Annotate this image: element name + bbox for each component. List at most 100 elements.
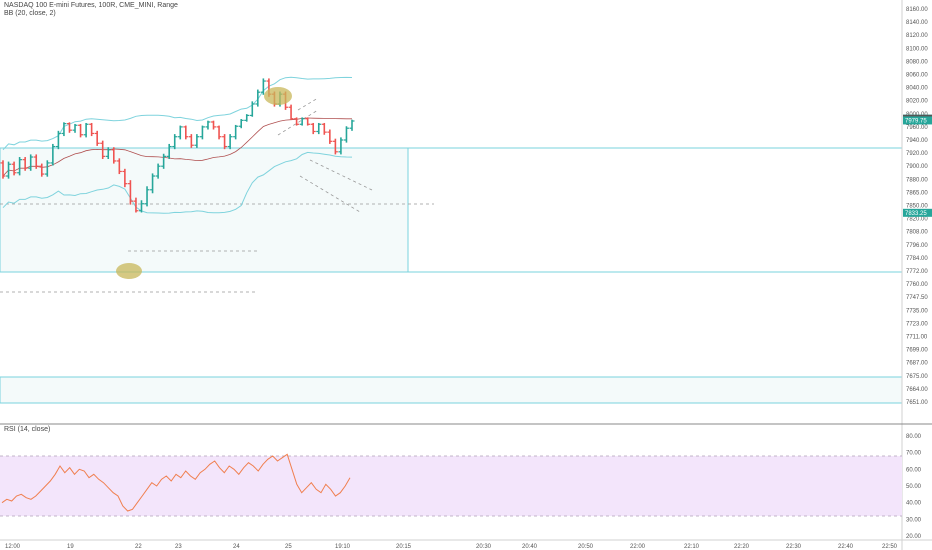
price-bar: [78, 123, 84, 138]
price-bar: [305, 117, 311, 126]
price-bar: [310, 122, 316, 135]
time-axis-label: 22:50: [882, 544, 898, 550]
rsi-line: [1, 453, 351, 512]
price-bar: [144, 186, 150, 207]
price-axis-label: 7940.00: [906, 138, 928, 144]
price-axis-label: 8040.00: [906, 86, 928, 92]
price-bar: [211, 120, 217, 130]
time-axis-label: 22:10: [684, 544, 700, 550]
price-bar: [138, 200, 144, 213]
time-axis-label: 22: [135, 544, 142, 550]
price-bar: [111, 147, 117, 164]
price-axis-label: 7850.00: [906, 204, 928, 210]
price-axis-label: 7865.00: [906, 190, 928, 196]
rsi-axis-label: 30.00: [906, 517, 922, 523]
price-axis-label: 7747.50: [906, 295, 928, 301]
price-axis-label: 7772.00: [906, 269, 928, 275]
price-axis-label: 7900.00: [906, 164, 928, 170]
time-axis-label: 22:20: [734, 544, 750, 550]
trendline-mid[interactable]: [277, 109, 319, 136]
price-bar: [100, 140, 106, 159]
price-bar: [28, 154, 34, 171]
price-bar: [61, 122, 67, 137]
range-box-upper[interactable]: [0, 147, 409, 273]
price-bar: [183, 125, 189, 140]
price-tag-label: 7833.25: [905, 211, 927, 217]
price-tag-bg: [903, 116, 932, 125]
price-bars: [0, 78, 355, 213]
bb-basis-line: [2, 117, 352, 177]
price-bar: [244, 114, 250, 122]
time-axis-label: 20:50: [578, 544, 594, 550]
price-axis-label: 7664.00: [906, 387, 928, 393]
rsi-axis-label: 60.00: [906, 467, 922, 473]
range-box-lower[interactable]: [0, 376, 903, 404]
price-bar: [199, 125, 205, 140]
price-bar: [338, 137, 344, 155]
price-bar: [33, 154, 39, 169]
bb-upper-line: [2, 76, 353, 151]
price-axis-label: 7784.00: [906, 256, 928, 262]
price-bar: [50, 143, 56, 166]
price-axis[interactable]: 8160.00 8140.00 8120.00 8100.00 8080.00 8060.…: [906, 7, 928, 406]
time-axis-label: 23: [175, 544, 182, 550]
price-bar: [332, 138, 338, 155]
price-bar: [133, 197, 139, 213]
price-bar: [155, 163, 161, 179]
price-tag-bg: [903, 208, 932, 217]
time-axis-label: 19: [67, 544, 74, 550]
price-axis-label: 7820.00: [906, 217, 928, 223]
price-bar: [17, 157, 23, 176]
price-bar: [194, 134, 200, 148]
price-bar: [294, 117, 300, 126]
price-bar: [321, 122, 327, 135]
rsi-axis[interactable]: 80.00 70.00 60.00 50.00 40.00 30.00 20.00: [906, 434, 922, 540]
time-axis-label: 24: [233, 544, 240, 550]
price-axis-label: 8060.00: [906, 73, 928, 79]
highlight-ellipse-bottom[interactable]: [116, 263, 142, 279]
price-bar: [94, 130, 100, 146]
price-bar: [299, 117, 305, 126]
bb-lower-line: [2, 151, 353, 214]
price-bar: [72, 123, 78, 133]
price-bar: [172, 134, 178, 150]
price-bar: [150, 173, 156, 194]
time-axis-label: 12:00: [5, 544, 21, 550]
time-axis-label: 22:30: [786, 544, 802, 550]
price-axis-label: 8140.00: [906, 20, 928, 26]
price-bar: [11, 161, 17, 176]
price-bar: [44, 160, 50, 177]
price-bar: [83, 122, 89, 138]
price-bar: [116, 158, 122, 175]
highlight-ellipse-top[interactable]: [264, 87, 292, 105]
time-axis[interactable]: 12:00 19 22 23 24 25 19:10 20:15 20:30 20:40 20:50…: [5, 544, 898, 550]
time-axis-label: 20:15: [396, 544, 412, 550]
price-bar: [127, 180, 133, 205]
price-bar: [105, 147, 111, 159]
price-bar: [166, 143, 172, 159]
rsi-axis-label: 80.00: [906, 434, 922, 440]
price-bar: [227, 134, 233, 150]
symbol-legend[interactable]: NASDAQ 100 E-mini Futures, 100R, CME_MIN…: [4, 2, 178, 9]
time-axis-label: 20:40: [522, 544, 538, 550]
price-axis-label: 7796.00: [906, 243, 928, 249]
rsi-legend[interactable]: RSI (14, close): [4, 426, 51, 433]
time-axis-label: 22:00: [630, 544, 646, 550]
price-bar: [177, 125, 183, 140]
time-axis-label: 20:30: [476, 544, 492, 550]
price-bar: [327, 129, 333, 144]
rsi-axis-label: 20.00: [906, 534, 922, 540]
price-bar: [343, 126, 349, 143]
time-axis-label: 25: [285, 544, 292, 550]
rsi-band: [0, 456, 902, 516]
time-axis-label: 19:10: [335, 544, 351, 550]
price-axis-label: 7675.00: [906, 374, 928, 380]
price-bar: [122, 168, 128, 188]
price-bar: [161, 153, 167, 169]
price-axis-label: 7735.00: [906, 308, 928, 314]
price-bar: [22, 157, 28, 171]
bb-legend[interactable]: BB (20, close, 2): [4, 10, 56, 17]
price-axis-label: 8020.00: [906, 99, 928, 105]
trendline-upper[interactable]: [297, 97, 319, 111]
